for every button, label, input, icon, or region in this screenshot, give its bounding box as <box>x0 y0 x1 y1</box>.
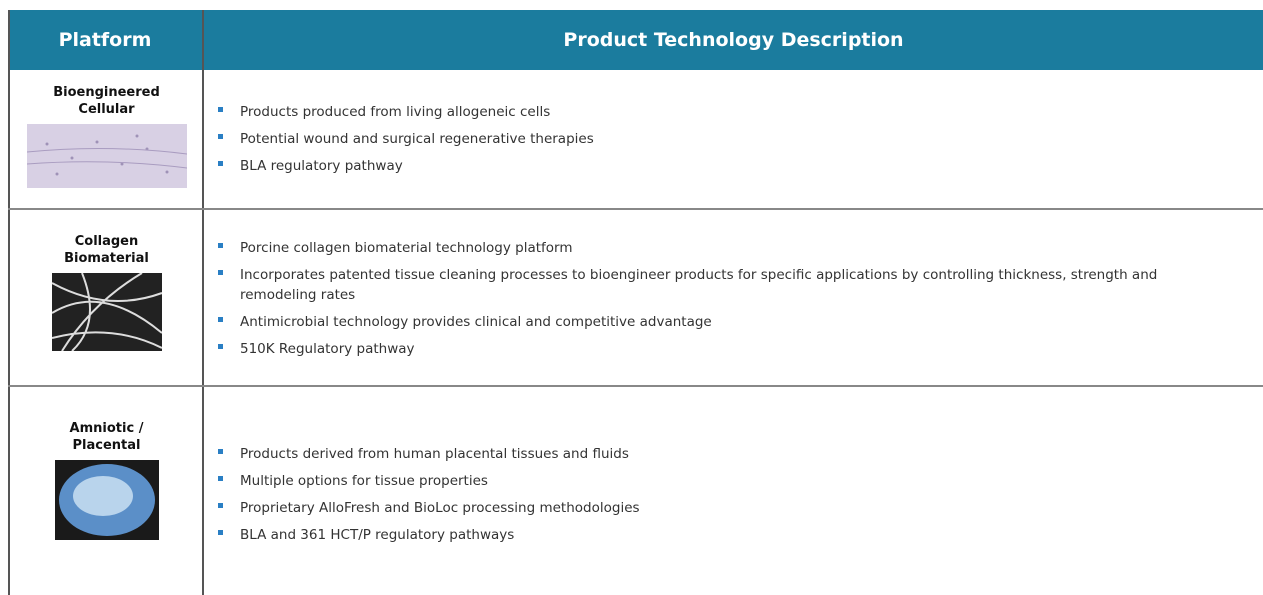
bullet-item: Potential wound and surgical regenerativ… <box>218 129 1218 149</box>
platform-image <box>51 273 162 351</box>
border <box>202 10 204 595</box>
bullet-item: Products derived from human placental ti… <box>218 444 1218 464</box>
bullet-item: BLA and 361 HCT/P regulatory pathways <box>218 525 1218 545</box>
border <box>8 385 1263 387</box>
bullet-item: Incorporates patented tissue cleaning pr… <box>218 265 1218 305</box>
bullet-item: Multiple options for tissue properties <box>218 471 1218 491</box>
header-cell: Product Technology Description <box>204 10 1263 70</box>
description-list: Porcine collagen biomaterial technology … <box>218 238 1218 366</box>
bullet-item: Antimicrobial technology provides clinic… <box>218 312 1218 332</box>
description-list: Products produced from living allogeneic… <box>218 102 1218 183</box>
border <box>8 10 10 595</box>
bullet-item: Products produced from living allogeneic… <box>218 102 1218 122</box>
platform-name: Collagen Biomaterial <box>64 234 149 266</box>
bullet-item: Proprietary AlloFresh and BioLoc process… <box>218 498 1218 518</box>
platform-image <box>26 124 187 188</box>
platform-name: Bioengineered Cellular <box>53 85 160 117</box>
platform-cell: Bioengineered Cellular <box>10 84 203 188</box>
platform-cell: Collagen Biomaterial <box>10 233 203 351</box>
bullet-item: BLA regulatory pathway <box>218 156 1218 176</box>
border <box>8 208 1263 210</box>
bullet-item: 510K Regulatory pathway <box>218 339 1218 359</box>
platform-image <box>54 460 159 540</box>
platform-name: Amniotic / Placental <box>69 421 144 453</box>
description-list: Products derived from human placental ti… <box>218 444 1218 552</box>
header-cell: Platform <box>8 10 202 70</box>
platform-cell: Amniotic / Placental <box>10 420 203 540</box>
bullet-item: Porcine collagen biomaterial technology … <box>218 238 1218 258</box>
